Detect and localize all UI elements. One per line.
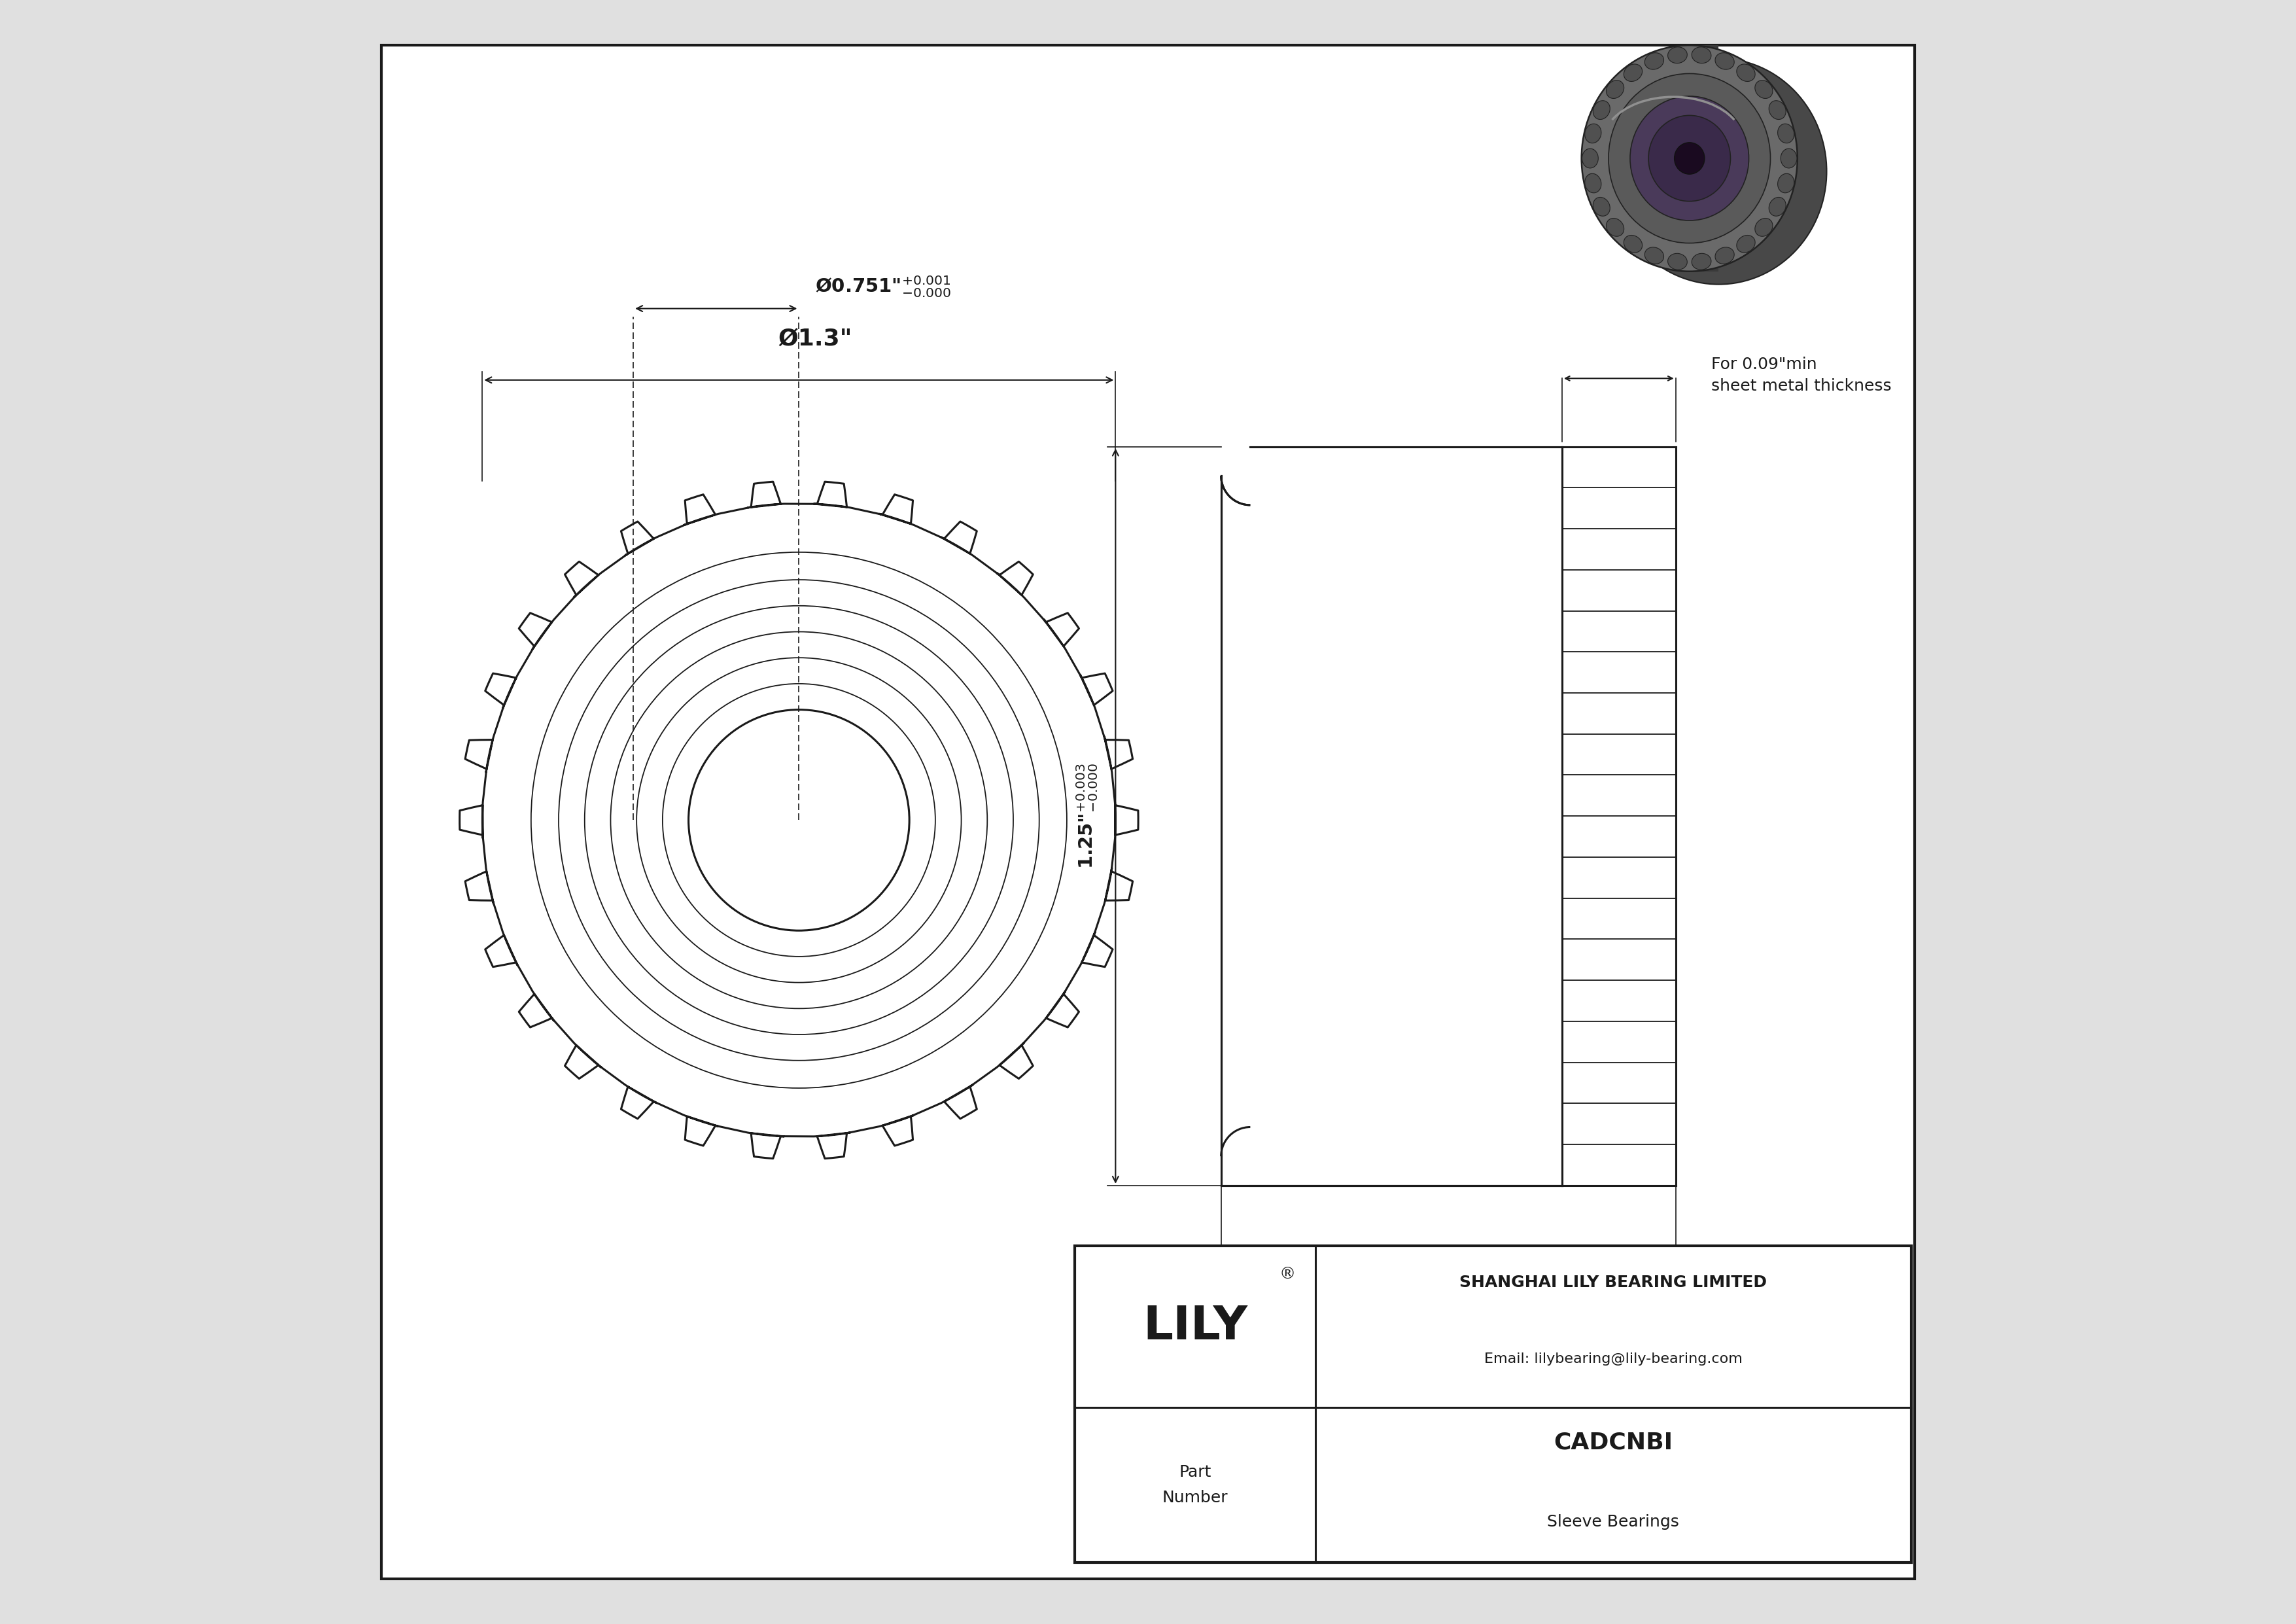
- Ellipse shape: [1623, 235, 1642, 253]
- Ellipse shape: [1593, 101, 1609, 120]
- Ellipse shape: [1692, 253, 1711, 270]
- Bar: [1075, 1246, 1910, 1562]
- Ellipse shape: [1715, 247, 1733, 265]
- Text: Email: lilybearing@lily-bearing.com: Email: lilybearing@lily-bearing.com: [1483, 1353, 1743, 1366]
- Ellipse shape: [1609, 73, 1770, 244]
- Text: CADCNBI: CADCNBI: [1554, 1431, 1674, 1453]
- Text: ®: ®: [1279, 1267, 1295, 1283]
- Polygon shape: [1561, 447, 1676, 1186]
- Polygon shape: [1221, 447, 1561, 1186]
- Ellipse shape: [1593, 197, 1609, 216]
- Ellipse shape: [1607, 80, 1623, 99]
- Ellipse shape: [1768, 197, 1786, 216]
- Ellipse shape: [1667, 253, 1688, 270]
- FancyBboxPatch shape: [1221, 447, 1561, 1186]
- FancyBboxPatch shape: [1690, 45, 1720, 271]
- Ellipse shape: [1612, 58, 1828, 284]
- Ellipse shape: [1754, 218, 1773, 237]
- Text: Ø1.3": Ø1.3": [778, 328, 852, 351]
- Ellipse shape: [1754, 80, 1773, 99]
- Ellipse shape: [1715, 52, 1733, 70]
- Ellipse shape: [1584, 123, 1600, 143]
- Text: Sleeve Bearings: Sleeve Bearings: [1548, 1514, 1678, 1530]
- Ellipse shape: [1777, 174, 1793, 193]
- Ellipse shape: [1582, 149, 1598, 167]
- Ellipse shape: [1623, 63, 1642, 81]
- Ellipse shape: [1649, 115, 1731, 201]
- Ellipse shape: [1736, 235, 1754, 253]
- Circle shape: [689, 710, 909, 931]
- Ellipse shape: [1630, 96, 1750, 221]
- Ellipse shape: [1667, 47, 1688, 63]
- Ellipse shape: [1777, 123, 1793, 143]
- Ellipse shape: [1644, 52, 1665, 70]
- Ellipse shape: [1584, 174, 1600, 193]
- Ellipse shape: [1607, 218, 1623, 237]
- Ellipse shape: [1768, 101, 1786, 120]
- Ellipse shape: [1674, 143, 1704, 174]
- Ellipse shape: [1644, 247, 1665, 265]
- Ellipse shape: [1782, 149, 1798, 167]
- Text: For 0.09"min
sheet metal thickness: For 0.09"min sheet metal thickness: [1711, 356, 1892, 395]
- Ellipse shape: [1582, 45, 1798, 271]
- Text: 0.89"±0.01: 0.89"±0.01: [1373, 1307, 1522, 1330]
- Ellipse shape: [1692, 47, 1711, 63]
- Text: 1.25"$^{+0.003}_{-0.000}$: 1.25"$^{+0.003}_{-0.000}$: [1075, 763, 1100, 869]
- Text: LILY: LILY: [1143, 1304, 1247, 1350]
- Text: SHANGHAI LILY BEARING LIMITED: SHANGHAI LILY BEARING LIMITED: [1460, 1275, 1768, 1291]
- Ellipse shape: [1736, 63, 1754, 81]
- Text: Ø0.751"$^{+0.001}_{-0.000}$: Ø0.751"$^{+0.001}_{-0.000}$: [815, 274, 951, 299]
- Text: Part
Number: Part Number: [1162, 1463, 1228, 1505]
